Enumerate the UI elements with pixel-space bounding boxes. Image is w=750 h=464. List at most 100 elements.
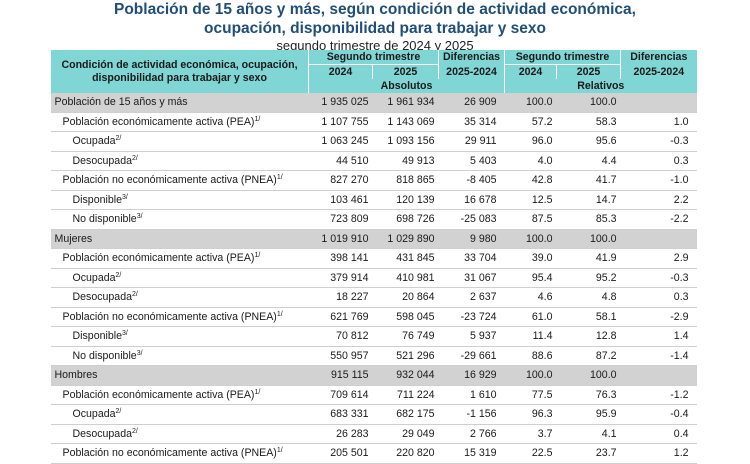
rel-diff-cell: -0.3: [620, 268, 697, 288]
rel-2024-cell: 88.6: [504, 346, 557, 366]
rel-diff-cell: 1.2: [620, 443, 697, 464]
row-label: Población económicamente activa (PEA): [62, 252, 255, 265]
table-row: Disponible3/70 812 76 749 5 937 11.4 12.8 1.4: [50, 326, 697, 347]
footnote-marker: 3/: [121, 330, 128, 338]
abs-2024-cell: 103 461: [308, 190, 373, 210]
rel-diff-cell: 1.0: [620, 112, 697, 132]
abs-2024-cell: 1 063 245: [308, 131, 373, 152]
rel-2024-cell: 3.7: [504, 424, 557, 444]
row-label-cell: Disponible3/: [50, 326, 309, 347]
rel-diff-cell: -0.4: [620, 404, 697, 425]
row-label-cell: Ocupada2/: [50, 268, 309, 288]
table-section-row: Población de 15 años y más 1 935 025 1 961…: [50, 93, 697, 113]
footnote-marker: 1/: [254, 252, 261, 260]
abs-diff-cell: -25 083: [438, 209, 505, 230]
abs-2025-cell: 76 749: [372, 326, 439, 347]
rel-diff-cell: 0.3: [620, 287, 697, 308]
row-label-cell: Población no económicamente activa (PNEA…: [50, 170, 309, 191]
table-row: Desocupada2/26 283 29 049 2 766 3.7 4.1 0.4: [50, 424, 697, 444]
rel-2024-cell: 95.4: [504, 268, 557, 288]
rel-2024-cell: 11.4: [504, 326, 557, 347]
rel-2025-cell: 95.2: [556, 268, 621, 288]
header-diff-range-rel: 2025-2024: [620, 64, 697, 79]
abs-diff-cell: 29 911: [438, 131, 505, 152]
row-label: Población no económicamente activa (PNEA…: [62, 174, 277, 187]
abs-diff-cell: 33 704: [438, 248, 505, 269]
abs-diff-cell: 1 610: [438, 385, 505, 405]
abs-2024-cell: 70 812: [308, 326, 373, 347]
abs-2025-cell: 521 296: [372, 346, 439, 366]
abs-2024-cell: 915 115: [308, 365, 373, 386]
footnote-marker: 3/: [136, 349, 143, 357]
header-absolutos: Absolutos: [307, 79, 505, 93]
table-row: Desocupada2/44 510 49 913 5 403 4.0 4.4 0.3: [50, 151, 697, 171]
abs-2025-cell: 29 049: [372, 424, 439, 444]
row-label-cell: Población no económicamente activa (PNEA…: [50, 443, 309, 464]
rel-2024-cell: 42.8: [504, 170, 557, 191]
rel-2025-cell: 4.8: [556, 287, 621, 308]
row-label-cell: Población no económicamente activa (PNEA…: [50, 307, 309, 327]
rel-2025-cell: 14.7: [556, 190, 621, 210]
abs-diff-cell: 5 937: [438, 326, 505, 347]
abs-2024-cell: 723 809: [308, 209, 373, 230]
abs-2025-cell: 698 726: [372, 209, 439, 230]
table-row: Disponible3/103 461 120 139 16 678 12.5 14.7…: [50, 190, 697, 210]
row-label-cell: Población económicamente activa (PEA)1/: [50, 248, 309, 269]
header-diff-relative: Diferencias: [620, 50, 697, 65]
row-label-cell: Población económicamente activa (PEA)1/: [50, 385, 309, 405]
abs-2025-cell: 1 961 934: [372, 93, 439, 113]
rel-2025-cell: 95.9: [556, 404, 621, 425]
abs-diff-cell: 5 403: [438, 151, 505, 171]
rel-2024-cell: 4.6: [504, 287, 557, 308]
row-label: Población no económicamente activa (PNEA…: [62, 447, 277, 460]
abs-2025-cell: 1 093 156: [372, 131, 439, 152]
abs-diff-cell: -23 724: [438, 307, 505, 327]
table-row: No disponible3/550 957 521 296 -29 661 88.6…: [50, 346, 697, 366]
rel-2024-cell: 100.0: [504, 93, 557, 113]
rel-2025-cell: 41.9: [556, 248, 621, 269]
footnote-marker: 2/: [115, 271, 122, 279]
document-title: Población de 15 años y más, según condic…: [0, 0, 750, 38]
table-section-row: Hombres 915 115 932 044 16 929 100.0 100.0: [50, 365, 697, 386]
footnote-marker: 3/: [121, 193, 128, 201]
abs-2025-cell: 431 845: [372, 248, 439, 269]
abs-diff-cell: 16 929: [438, 365, 505, 386]
rel-2025-cell: 58.3: [556, 112, 621, 132]
row-label: Ocupada: [72, 271, 116, 284]
header-diff-range: 2025-2024: [438, 64, 505, 79]
rel-2025-cell: 12.8: [556, 326, 621, 347]
abs-2025-cell: 711 224: [372, 385, 439, 405]
title-line-1: Población de 15 años y más, según condic…: [114, 1, 636, 18]
abs-2025-cell: 818 865: [372, 170, 439, 191]
abs-diff-cell: 2 766: [438, 424, 505, 444]
rel-diff-cell: 2.2: [620, 190, 697, 210]
rel-2024-cell: 96.3: [504, 404, 557, 425]
abs-diff-cell: 15 319: [438, 443, 505, 464]
table-body: Población de 15 años y más 1 935 025 1 961…: [50, 93, 697, 464]
abs-2024-cell: 709 614: [308, 385, 373, 405]
title-line-2: ocupación, disponibilidad para trabajar …: [204, 20, 546, 37]
abs-2024-cell: 550 957: [308, 346, 373, 366]
rel-diff-cell: -2.9: [620, 307, 697, 327]
rel-2024-cell: 77.5: [504, 385, 557, 405]
header-group-relative: Segundo trimestre: [504, 50, 621, 65]
header-year-2024: 2024: [308, 64, 373, 79]
rel-2024-cell: 39.0: [504, 248, 557, 269]
rel-2024-cell: 87.5: [504, 209, 557, 230]
row-label-cell: Desocupada2/: [50, 151, 309, 171]
footnote-marker: 1/: [276, 174, 283, 182]
row-label: Hombres: [54, 369, 98, 382]
table-row: Población económicamente activa (PEA)1/3…: [50, 248, 697, 269]
rel-2025-cell: 100.0: [556, 93, 621, 113]
abs-diff-cell: 26 909: [438, 93, 505, 113]
row-label: No disponible: [72, 213, 137, 226]
abs-diff-cell: 31 067: [438, 268, 505, 288]
row-label-cell: Desocupada2/: [50, 424, 309, 444]
abs-2025-cell: 120 139: [372, 190, 439, 210]
footnote-marker: 2/: [132, 291, 138, 299]
row-label: No disponible: [72, 349, 137, 362]
document-subtitle: segundo trimestre de 2024 y 2025: [276, 38, 474, 53]
footnote-marker: 1/: [254, 115, 261, 123]
row-label-cell: No disponible3/: [50, 346, 309, 366]
rel-diff-cell: -1.0: [620, 170, 697, 191]
